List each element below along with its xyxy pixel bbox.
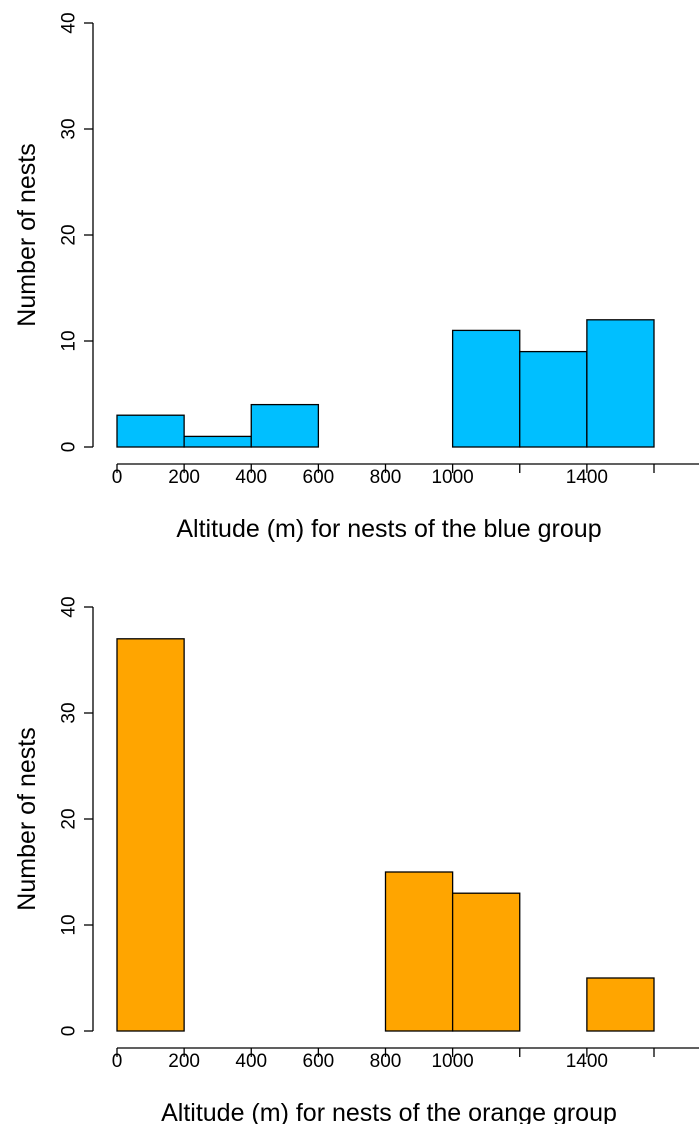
histogram-bar bbox=[116, 414, 185, 448]
x-tick-label: 400 bbox=[235, 467, 267, 488]
histogram-bar bbox=[250, 403, 320, 448]
y-tick-label: 0 bbox=[59, 1026, 80, 1037]
x-tick-label: 200 bbox=[168, 467, 200, 488]
histogram-bar bbox=[384, 871, 454, 1032]
x-tick-label: 200 bbox=[168, 1051, 200, 1072]
histogram-bar bbox=[586, 977, 655, 1032]
histogram-bar bbox=[451, 329, 521, 448]
x-tick-label: 1000 bbox=[431, 1051, 473, 1072]
histogram-bar bbox=[116, 638, 185, 1032]
x-tick-label: 800 bbox=[370, 467, 402, 488]
y-tick-label: 20 bbox=[59, 224, 80, 245]
x-tick-label: 800 bbox=[370, 1051, 402, 1072]
x-axis-title: Altitude (m) for nests of the blue group bbox=[176, 515, 601, 543]
y-tick-label: 10 bbox=[59, 330, 80, 351]
y-tick-label: 40 bbox=[59, 596, 80, 617]
y-axis-title: Number of nests bbox=[13, 143, 41, 326]
y-tick-label: 40 bbox=[59, 12, 80, 33]
y-axis-title: Number of nests bbox=[13, 727, 41, 910]
y-tick-label: 10 bbox=[59, 914, 80, 935]
y-tick-label: 30 bbox=[59, 702, 80, 723]
histogram-bar bbox=[519, 350, 588, 448]
x-axis-title: Altitude (m) for nests of the orange gro… bbox=[161, 1099, 617, 1124]
y-tick-label: 30 bbox=[59, 118, 80, 139]
x-tick-label: 600 bbox=[303, 1051, 335, 1072]
y-tick-label: 0 bbox=[59, 442, 80, 453]
x-tick-label: 1400 bbox=[566, 1051, 608, 1072]
x-tick-label: 1000 bbox=[431, 467, 473, 488]
x-tick-label: 600 bbox=[303, 467, 335, 488]
x-tick-label: 0 bbox=[112, 1051, 123, 1072]
x-tick-label: 400 bbox=[235, 1051, 267, 1072]
histogram-bar bbox=[183, 435, 252, 448]
x-tick-label: 0 bbox=[112, 467, 123, 488]
x-tick-label: 1400 bbox=[566, 467, 608, 488]
y-tick-label: 20 bbox=[59, 808, 80, 829]
histogram-bar bbox=[451, 892, 521, 1032]
histogram-bar bbox=[586, 319, 655, 448]
